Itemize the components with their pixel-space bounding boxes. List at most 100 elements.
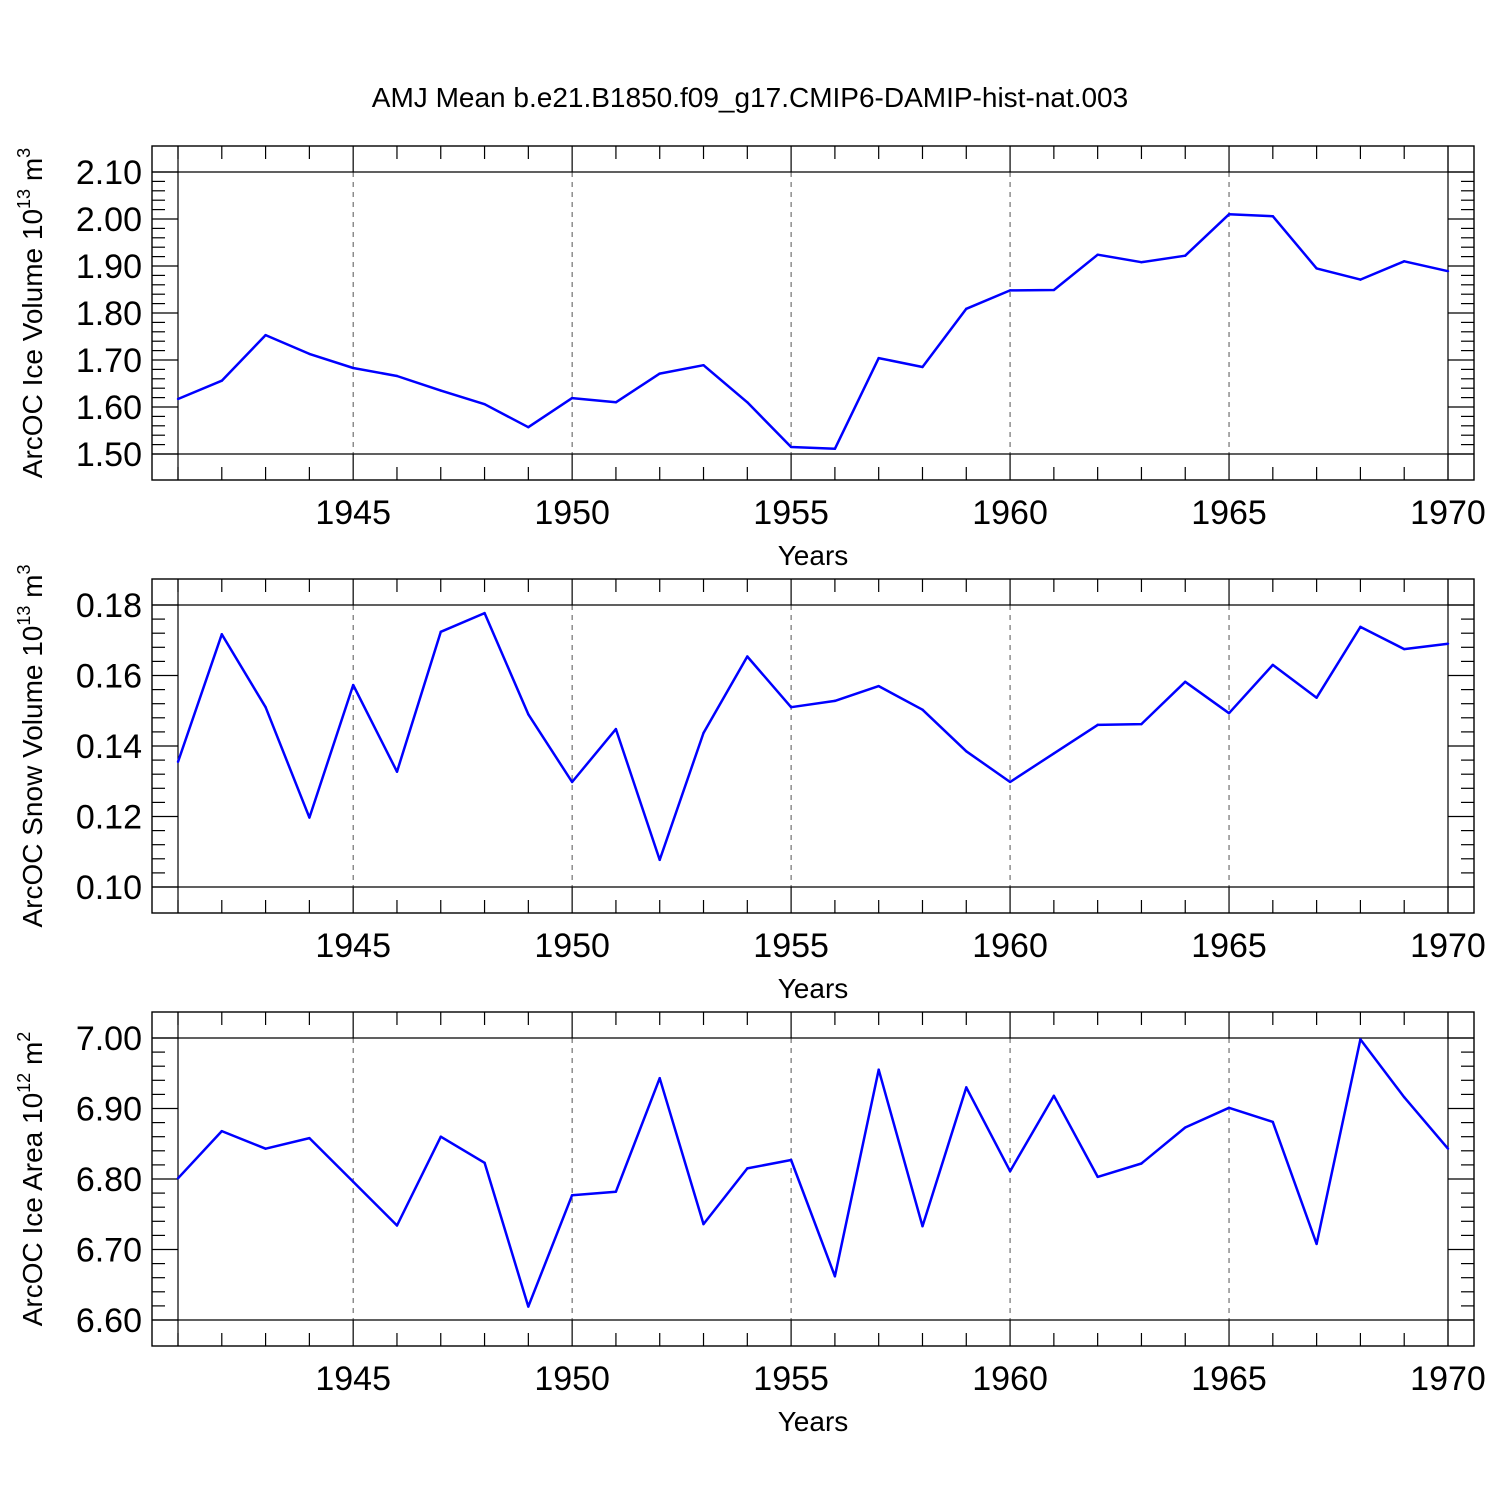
series-line: [177, 213, 1449, 451]
series-line: [176, 611, 1449, 862]
data-point: [308, 1136, 311, 1140]
data-point: [351, 683, 355, 687]
data-point: [1052, 1094, 1056, 1098]
y-axis-title: ArcOC Ice Volume 1013 m3: [14, 148, 48, 478]
plot-frame: [151, 145, 1475, 481]
panel-ice-area: 6.60 6.70 6.80 6.90 7.00 1945 1950 1955 1960 1965…: [14, 1011, 1486, 1437]
x-tick-label: 1960: [972, 927, 1048, 965]
data-point: [527, 426, 530, 429]
data-point: [746, 655, 749, 658]
data-point: [658, 858, 661, 862]
y-tick-label: 1.60: [76, 389, 142, 427]
y-axis-title-exponent: 13: [14, 606, 34, 626]
data-point: [1184, 680, 1187, 684]
data-point: [176, 1177, 180, 1180]
y-axis-title-exponent: 12: [14, 1073, 34, 1093]
data-point: [1140, 1162, 1143, 1165]
y-tick-label: 1.90: [76, 248, 142, 286]
data-point: [877, 356, 880, 360]
data-point: [220, 1129, 223, 1133]
data-point: [1446, 642, 1450, 645]
data-point: [877, 684, 880, 688]
y-axis-title-text: ArcOC Ice Volume 10: [17, 209, 48, 478]
data-point: [658, 372, 661, 375]
data-point: [746, 401, 749, 404]
x-axis-title: Years: [778, 1406, 849, 1437]
x-tick-label: 1965: [1191, 927, 1267, 965]
data-point: [1096, 1175, 1099, 1179]
data-point: [1008, 289, 1012, 292]
x-tick-label: 1945: [315, 927, 391, 965]
data-point: [220, 379, 223, 382]
x-axis-title: Years: [778, 973, 849, 1004]
data-point: [351, 366, 355, 370]
data-point: [702, 731, 705, 735]
y-tick-label: 1.80: [76, 295, 142, 333]
data-point: [965, 750, 968, 753]
plot-frame: [151, 578, 1475, 914]
data-point: [833, 699, 837, 703]
x-tick-label: 1955: [753, 927, 829, 965]
data-point: [1271, 1120, 1275, 1124]
data-point: [1359, 625, 1362, 629]
x-tick-label: 1970: [1410, 927, 1486, 965]
y-tick-label: 6.70: [76, 1232, 142, 1270]
data-point: [1227, 712, 1231, 715]
y-tick-label: 1.50: [76, 436, 142, 474]
data-point: [220, 633, 223, 636]
data-point: [614, 1190, 618, 1193]
data-point: [1140, 261, 1143, 264]
data-point: [527, 713, 530, 716]
data-point: [921, 1225, 924, 1228]
x-tick-label: 1955: [753, 494, 829, 532]
data-point: [570, 780, 574, 784]
data-point: [308, 816, 311, 819]
data-point: [264, 1147, 267, 1150]
data-point: [1008, 1170, 1012, 1173]
data-point: [1184, 1126, 1187, 1129]
y-axis-title: ArcOC Ice Area 1012 m2: [14, 1032, 48, 1327]
y-axis-title-unit: m: [17, 158, 48, 189]
data-point: [833, 447, 837, 451]
data-point: [395, 1224, 399, 1227]
chart-title: AMJ Mean b.e21.B1850.f09_g17.CMIP6-DAMIP…: [372, 82, 1128, 113]
data-point: [1227, 213, 1231, 216]
y-tick-label: 6.60: [76, 1302, 142, 1340]
data-point: [395, 374, 399, 378]
data-point: [789, 1158, 793, 1162]
y-axis-title-unit-exponent: 3: [14, 148, 34, 158]
data-point: [1315, 267, 1318, 270]
data-point: [965, 307, 968, 310]
y-axis-title-unit-exponent: 3: [14, 564, 34, 574]
y-axis-title-unit: m: [17, 1042, 48, 1073]
x-tick-label: 1955: [753, 1360, 829, 1398]
y-tick-label: 2.00: [76, 201, 142, 239]
series-line: [177, 1038, 1449, 1308]
data-point: [702, 363, 705, 367]
data-point: [527, 1305, 530, 1308]
data-point: [1096, 253, 1099, 256]
panel-ice-volume: 1.50 1.60 1.70 1.80 1.90 2.00 2.10 1945 1950 1955…: [14, 145, 1486, 571]
data-point: [1096, 723, 1099, 727]
x-tick-label: 1950: [534, 927, 610, 965]
data-point: [439, 630, 442, 633]
x-tick-label: 1945: [315, 494, 391, 532]
data-point: [1315, 1242, 1318, 1246]
data-point: [1271, 663, 1275, 667]
data-point: [483, 1161, 486, 1164]
data-point: [308, 352, 311, 356]
y-tick-label: 0.16: [76, 658, 142, 696]
y-tick-label: 0.18: [76, 587, 142, 625]
data-point: [483, 611, 486, 615]
data-point: [789, 445, 793, 449]
y-axis-title: ArcOC Snow Volume 1013 m3: [14, 564, 48, 927]
data-point: [833, 1275, 837, 1278]
data-point: [395, 770, 399, 773]
data-point: [1184, 254, 1187, 257]
data-point: [746, 1167, 749, 1170]
data-point: [570, 396, 574, 400]
data-point: [614, 401, 618, 404]
data-point: [1403, 647, 1406, 651]
data-point: [921, 365, 924, 369]
